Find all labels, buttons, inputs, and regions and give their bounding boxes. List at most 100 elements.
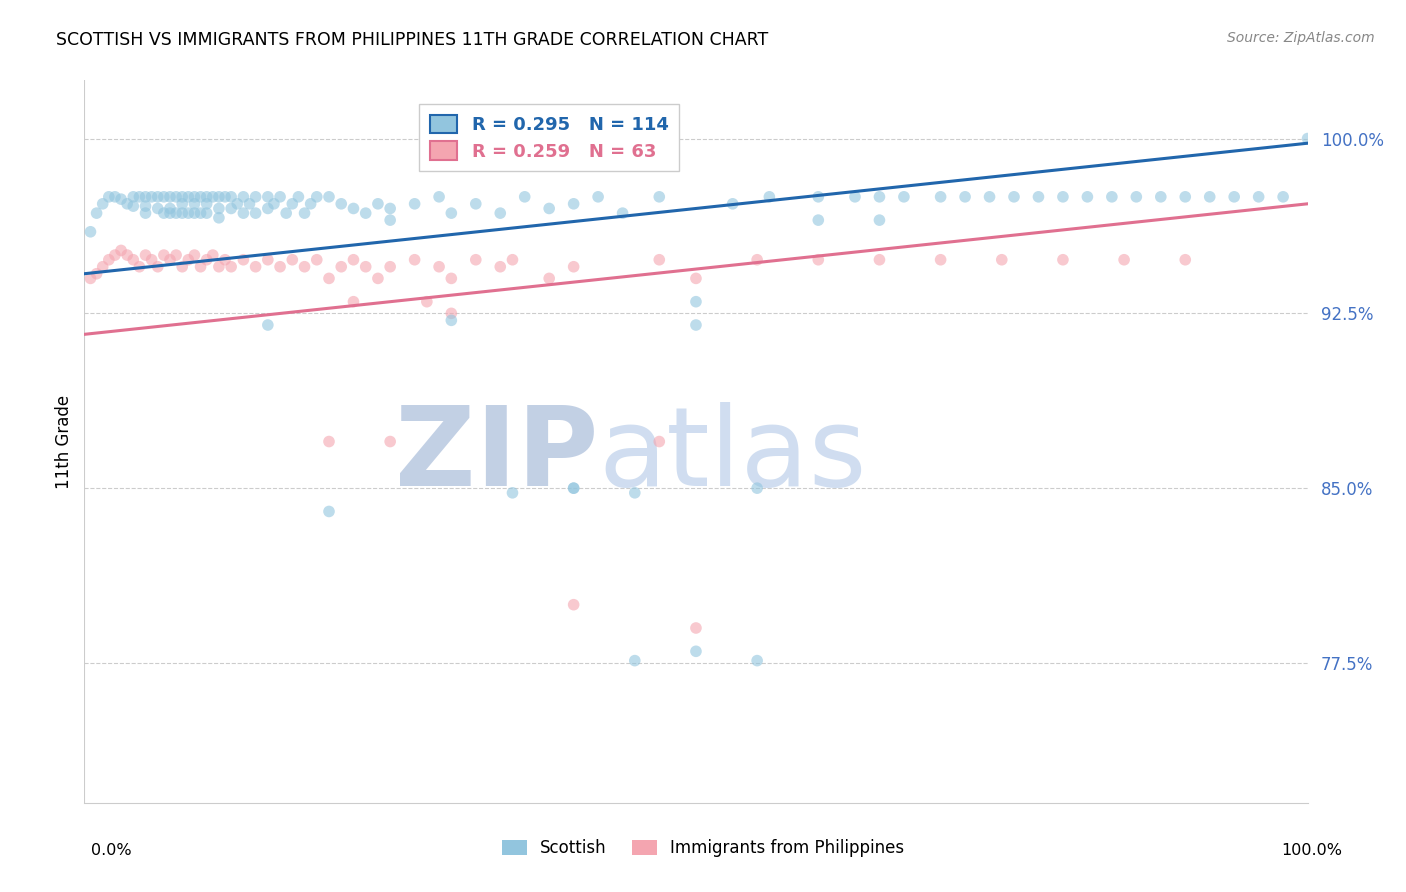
Point	[979, 190, 1001, 204]
Point	[586, 190, 609, 204]
Point	[257, 252, 280, 267]
Point	[685, 644, 707, 658]
Point	[562, 481, 585, 495]
Point	[104, 248, 127, 262]
Point	[159, 202, 181, 216]
Point	[440, 271, 463, 285]
Point	[183, 248, 205, 262]
Point	[153, 190, 176, 204]
Point	[685, 621, 707, 635]
Point	[219, 260, 242, 274]
Point	[104, 190, 127, 204]
Point	[367, 271, 389, 285]
Point	[287, 190, 309, 204]
Point	[330, 260, 353, 274]
Point	[214, 190, 236, 204]
Point	[183, 190, 205, 204]
Text: ZIP: ZIP	[395, 402, 598, 509]
Point	[380, 213, 402, 227]
Point	[440, 306, 463, 320]
Point	[219, 202, 242, 216]
Point	[330, 196, 353, 211]
Point	[86, 267, 108, 281]
Point	[747, 654, 769, 668]
Point	[1174, 252, 1197, 267]
Point	[380, 434, 402, 449]
Text: 100.0%: 100.0%	[1282, 843, 1343, 857]
Point	[929, 252, 952, 267]
Point	[115, 248, 138, 262]
Point	[165, 206, 187, 220]
Point	[893, 190, 915, 204]
Point	[1125, 190, 1147, 204]
Point	[115, 196, 138, 211]
Point	[562, 260, 585, 274]
Point	[299, 196, 322, 211]
Point	[685, 318, 707, 332]
Point	[1198, 190, 1220, 204]
Point	[612, 206, 634, 220]
Point	[135, 199, 157, 213]
Point	[305, 190, 328, 204]
Point	[128, 260, 150, 274]
Point	[562, 196, 585, 211]
Point	[305, 252, 328, 267]
Point	[416, 294, 439, 309]
Point	[141, 252, 163, 267]
Point	[440, 313, 463, 327]
Point	[538, 202, 561, 216]
Point	[404, 252, 426, 267]
Point	[342, 202, 364, 216]
Point	[648, 252, 671, 267]
Point	[281, 196, 304, 211]
Point	[159, 252, 181, 267]
Point	[1223, 190, 1246, 204]
Point	[172, 206, 194, 220]
Point	[263, 196, 285, 211]
Point	[1101, 190, 1123, 204]
Point	[367, 196, 389, 211]
Point	[79, 225, 101, 239]
Point	[269, 260, 291, 274]
Point	[232, 252, 254, 267]
Point	[190, 190, 212, 204]
Point	[562, 598, 585, 612]
Point	[807, 213, 830, 227]
Point	[1052, 190, 1074, 204]
Point	[562, 481, 585, 495]
Point	[427, 260, 450, 274]
Point	[685, 271, 707, 285]
Point	[195, 206, 218, 220]
Point	[183, 196, 205, 211]
Point	[208, 202, 231, 216]
Point	[489, 206, 512, 220]
Point	[380, 202, 402, 216]
Point	[354, 206, 377, 220]
Point	[159, 190, 181, 204]
Point	[624, 654, 647, 668]
Text: SCOTTISH VS IMMIGRANTS FROM PHILIPPINES 11TH GRADE CORRELATION CHART: SCOTTISH VS IMMIGRANTS FROM PHILIPPINES …	[56, 31, 769, 49]
Point	[318, 190, 340, 204]
Point	[513, 190, 536, 204]
Point	[146, 190, 169, 204]
Point	[110, 244, 132, 258]
Point	[1076, 190, 1098, 204]
Point	[721, 196, 744, 211]
Point	[195, 252, 218, 267]
Text: Source: ZipAtlas.com: Source: ZipAtlas.com	[1227, 31, 1375, 45]
Point	[1002, 190, 1025, 204]
Point	[257, 202, 280, 216]
Point	[190, 206, 212, 220]
Point	[276, 206, 298, 220]
Point	[153, 206, 176, 220]
Point	[146, 260, 169, 274]
Point	[502, 485, 524, 500]
Point	[1150, 190, 1173, 204]
Point	[183, 206, 205, 220]
Point	[489, 260, 512, 274]
Point	[195, 190, 218, 204]
Legend: R = 0.295   N = 114, R = 0.259   N = 63: R = 0.295 N = 114, R = 0.259 N = 63	[419, 103, 679, 171]
Point	[1247, 190, 1270, 204]
Point	[177, 190, 200, 204]
Point	[245, 260, 267, 274]
